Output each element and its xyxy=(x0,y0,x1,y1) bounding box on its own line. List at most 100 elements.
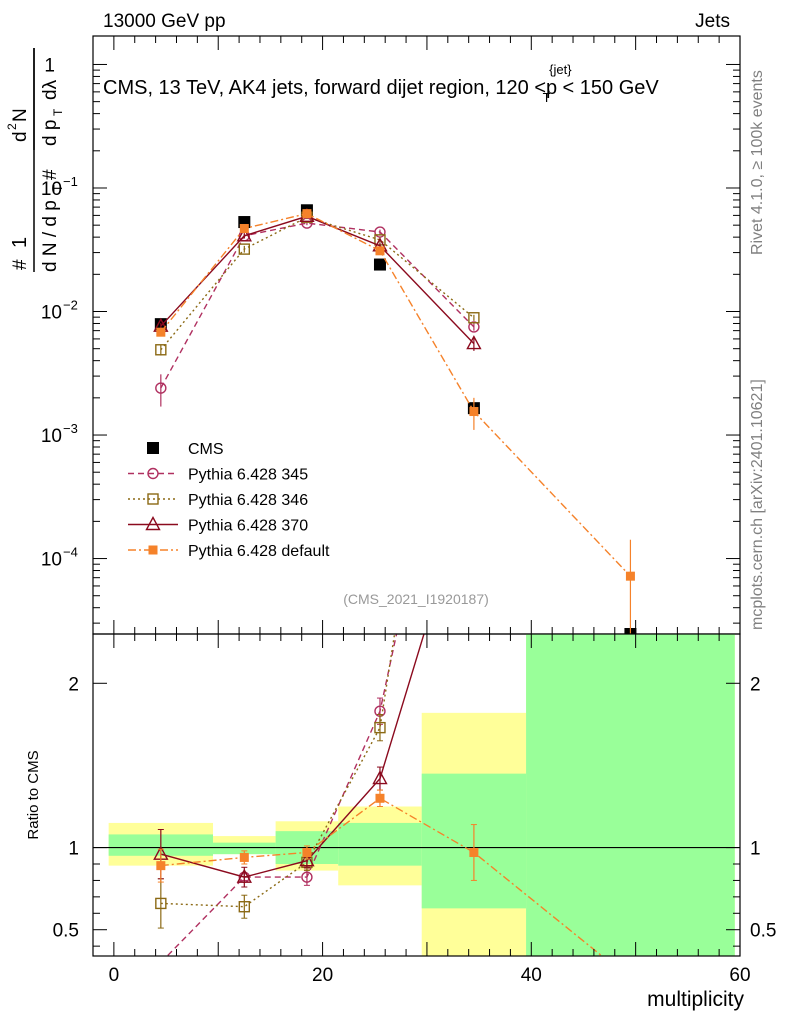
ratio-line xyxy=(160,797,604,956)
svg-text:dλ: dλ xyxy=(40,79,61,100)
legend-label: CMS xyxy=(188,441,224,458)
ratio-point xyxy=(156,861,166,871)
legend-item-0: CMS xyxy=(147,441,224,458)
ratio-y-tick-label-right: 0.5 xyxy=(750,921,776,942)
legend-label: Pythia 6.428 default xyxy=(188,543,330,560)
svg-text:T: T xyxy=(51,184,65,192)
ratio-y-tick-label: 1 xyxy=(68,839,79,860)
data-point xyxy=(373,258,386,271)
ratio-y-tick-label: 2 xyxy=(68,674,79,695)
data-point xyxy=(236,227,252,242)
legend-item-1: Pythia 6.428 345 xyxy=(128,467,308,484)
svg-text:d p: d p xyxy=(40,120,61,146)
legend-item-4: Pythia 6.428 default xyxy=(128,543,330,560)
svg-text:#: # xyxy=(10,259,31,270)
watermark: (CMS_2021_I1920187) xyxy=(343,591,489,607)
ratio-point xyxy=(156,958,166,968)
ratio-point xyxy=(469,120,479,130)
y-tick-label-exponent: −3 xyxy=(63,421,78,436)
data-point xyxy=(238,243,251,255)
band-green xyxy=(338,822,422,866)
main-title: CMS, 13 TeV, AK4 jets, forward dijet reg… xyxy=(103,62,659,105)
main-y-axis-label: # 1 d N / d p T # d 2 N d p T dλ xyxy=(5,48,65,272)
data-point xyxy=(155,344,167,356)
ratio-point xyxy=(626,975,635,984)
x-tick-label: 20 xyxy=(312,965,333,986)
series-4 xyxy=(156,209,635,634)
ratio-point xyxy=(299,852,315,867)
ratio-point xyxy=(467,463,480,475)
ratio-point xyxy=(469,848,479,857)
category-label: Jets xyxy=(695,11,730,32)
data-point xyxy=(374,226,386,238)
band-green xyxy=(213,842,276,855)
y-tick-label: 10 xyxy=(41,426,62,447)
ratio-point xyxy=(239,852,249,862)
x-axis-label: multiplicity xyxy=(647,988,744,1011)
ratio-frame xyxy=(92,633,741,957)
ratio-point xyxy=(375,793,385,803)
band-green xyxy=(526,634,735,956)
y-tick-label-exponent: −1 xyxy=(63,174,78,189)
legend-item-2: Pythia 6.428 346 xyxy=(128,492,308,509)
legend: CMS Pythia 6.428 345 Pythia 6.428 346 Pythi… xyxy=(128,441,330,560)
ratio-point xyxy=(155,897,167,910)
legend-marker xyxy=(147,467,159,480)
legend-marker xyxy=(147,493,159,505)
x-tick-label: 60 xyxy=(729,965,750,986)
y-tick-label-exponent: −2 xyxy=(63,298,78,313)
ratio-point xyxy=(374,721,386,734)
series-line xyxy=(160,212,631,577)
data-point xyxy=(468,321,480,333)
legend-marker xyxy=(147,442,159,454)
x-tick-label: 40 xyxy=(521,965,542,986)
series-0 xyxy=(154,204,637,634)
y-tick-label: 10 xyxy=(41,303,62,324)
svg-text:d N / d p: d N / d p xyxy=(40,200,61,272)
ratio-point xyxy=(469,268,479,278)
data-point xyxy=(625,571,635,581)
data-point xyxy=(375,246,385,256)
ratio-point xyxy=(238,901,251,913)
data-point xyxy=(466,335,482,350)
series-line xyxy=(160,222,475,389)
legend-label: Pythia 6.428 346 xyxy=(188,492,308,509)
legend-item-3: Pythia 6.428 370 xyxy=(128,516,308,535)
legend-marker xyxy=(145,516,161,531)
svg-text:2: 2 xyxy=(5,123,19,130)
legend-marker xyxy=(148,545,158,555)
data-point xyxy=(302,209,312,219)
svg-text:1: 1 xyxy=(9,237,31,248)
main-panel: 10 −410 −310 −210 −11 CMS, 13 TeV, AK4 jets,… xyxy=(41,35,741,635)
ratio-point xyxy=(372,770,388,785)
svg-text:d: d xyxy=(10,131,31,142)
ratio-panel: 0.5 0.51 12 20 20 40 60 Ratio to CMS multiplic… xyxy=(25,120,776,1011)
ratio-point xyxy=(301,871,313,883)
energy-label: 13000 GeV pp xyxy=(103,11,226,32)
y-tick-label: 10 xyxy=(41,179,62,200)
x-tick-label: 0 xyxy=(109,965,120,986)
rivet-version-text: Rivet 4.1.0, ≥ 100k events xyxy=(749,70,766,255)
legend-label: Pythia 6.428 370 xyxy=(188,518,308,535)
legend-label: Pythia 6.428 345 xyxy=(188,467,308,484)
svg-text:#: # xyxy=(40,169,61,180)
uncertainty-bands xyxy=(108,634,735,956)
ratio-y-tick-label-right: 1 xyxy=(750,839,761,860)
data-point xyxy=(239,223,249,233)
y-tick-label: 10 xyxy=(41,550,62,571)
series-1 xyxy=(155,217,480,407)
ratio-y-tick-label: 0.5 xyxy=(53,921,79,942)
data-point xyxy=(156,327,166,337)
ratio-point xyxy=(236,868,252,883)
mcplots-text: mcplots.cern.ch [arXiv:2401.10621] xyxy=(749,379,766,630)
data-point xyxy=(155,382,167,394)
ratio-point xyxy=(302,848,312,857)
ratio-series-3 xyxy=(156,789,635,984)
series-line xyxy=(160,215,475,345)
svg-text:T: T xyxy=(51,108,65,116)
svg-text:N: N xyxy=(10,108,31,122)
ratio-y-axis-label: Ratio to CMS xyxy=(25,750,42,839)
y-tick-label: 1 xyxy=(44,55,55,76)
y-tick-label-exponent: −4 xyxy=(63,545,78,560)
